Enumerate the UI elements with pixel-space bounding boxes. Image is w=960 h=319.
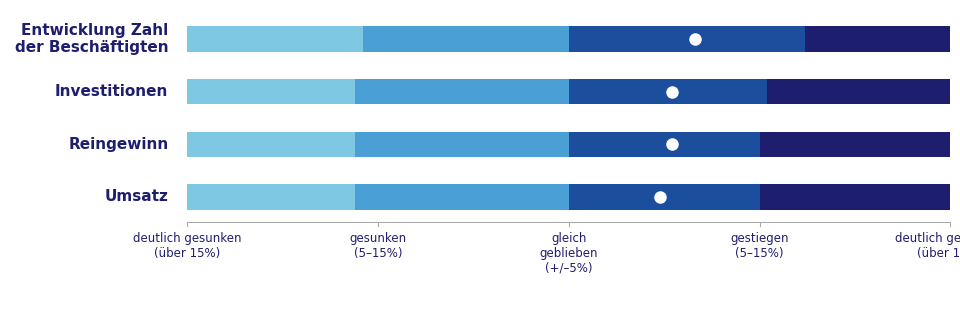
- Text: gesunken
(5–15%): gesunken (5–15%): [349, 232, 407, 260]
- Bar: [759, 132, 950, 157]
- Bar: [568, 184, 759, 210]
- Bar: [187, 132, 355, 157]
- Bar: [568, 26, 805, 52]
- Text: deutlich gesunken
(über 15%): deutlich gesunken (über 15%): [132, 232, 242, 260]
- Bar: [187, 26, 363, 52]
- Bar: [355, 79, 568, 104]
- Bar: [355, 184, 568, 210]
- Bar: [805, 26, 950, 52]
- Bar: [759, 184, 950, 210]
- Bar: [568, 132, 759, 157]
- Bar: [363, 26, 568, 52]
- Bar: [767, 79, 950, 104]
- Bar: [568, 79, 767, 104]
- Bar: [355, 132, 568, 157]
- Text: gleich
geblieben
(+/–5%): gleich geblieben (+/–5%): [540, 232, 598, 275]
- Bar: [187, 184, 355, 210]
- Text: deutlich gestiegen
(über 15%): deutlich gestiegen (über 15%): [896, 232, 960, 260]
- Text: gestiegen
(5–15%): gestiegen (5–15%): [731, 232, 789, 260]
- Bar: [187, 79, 355, 104]
